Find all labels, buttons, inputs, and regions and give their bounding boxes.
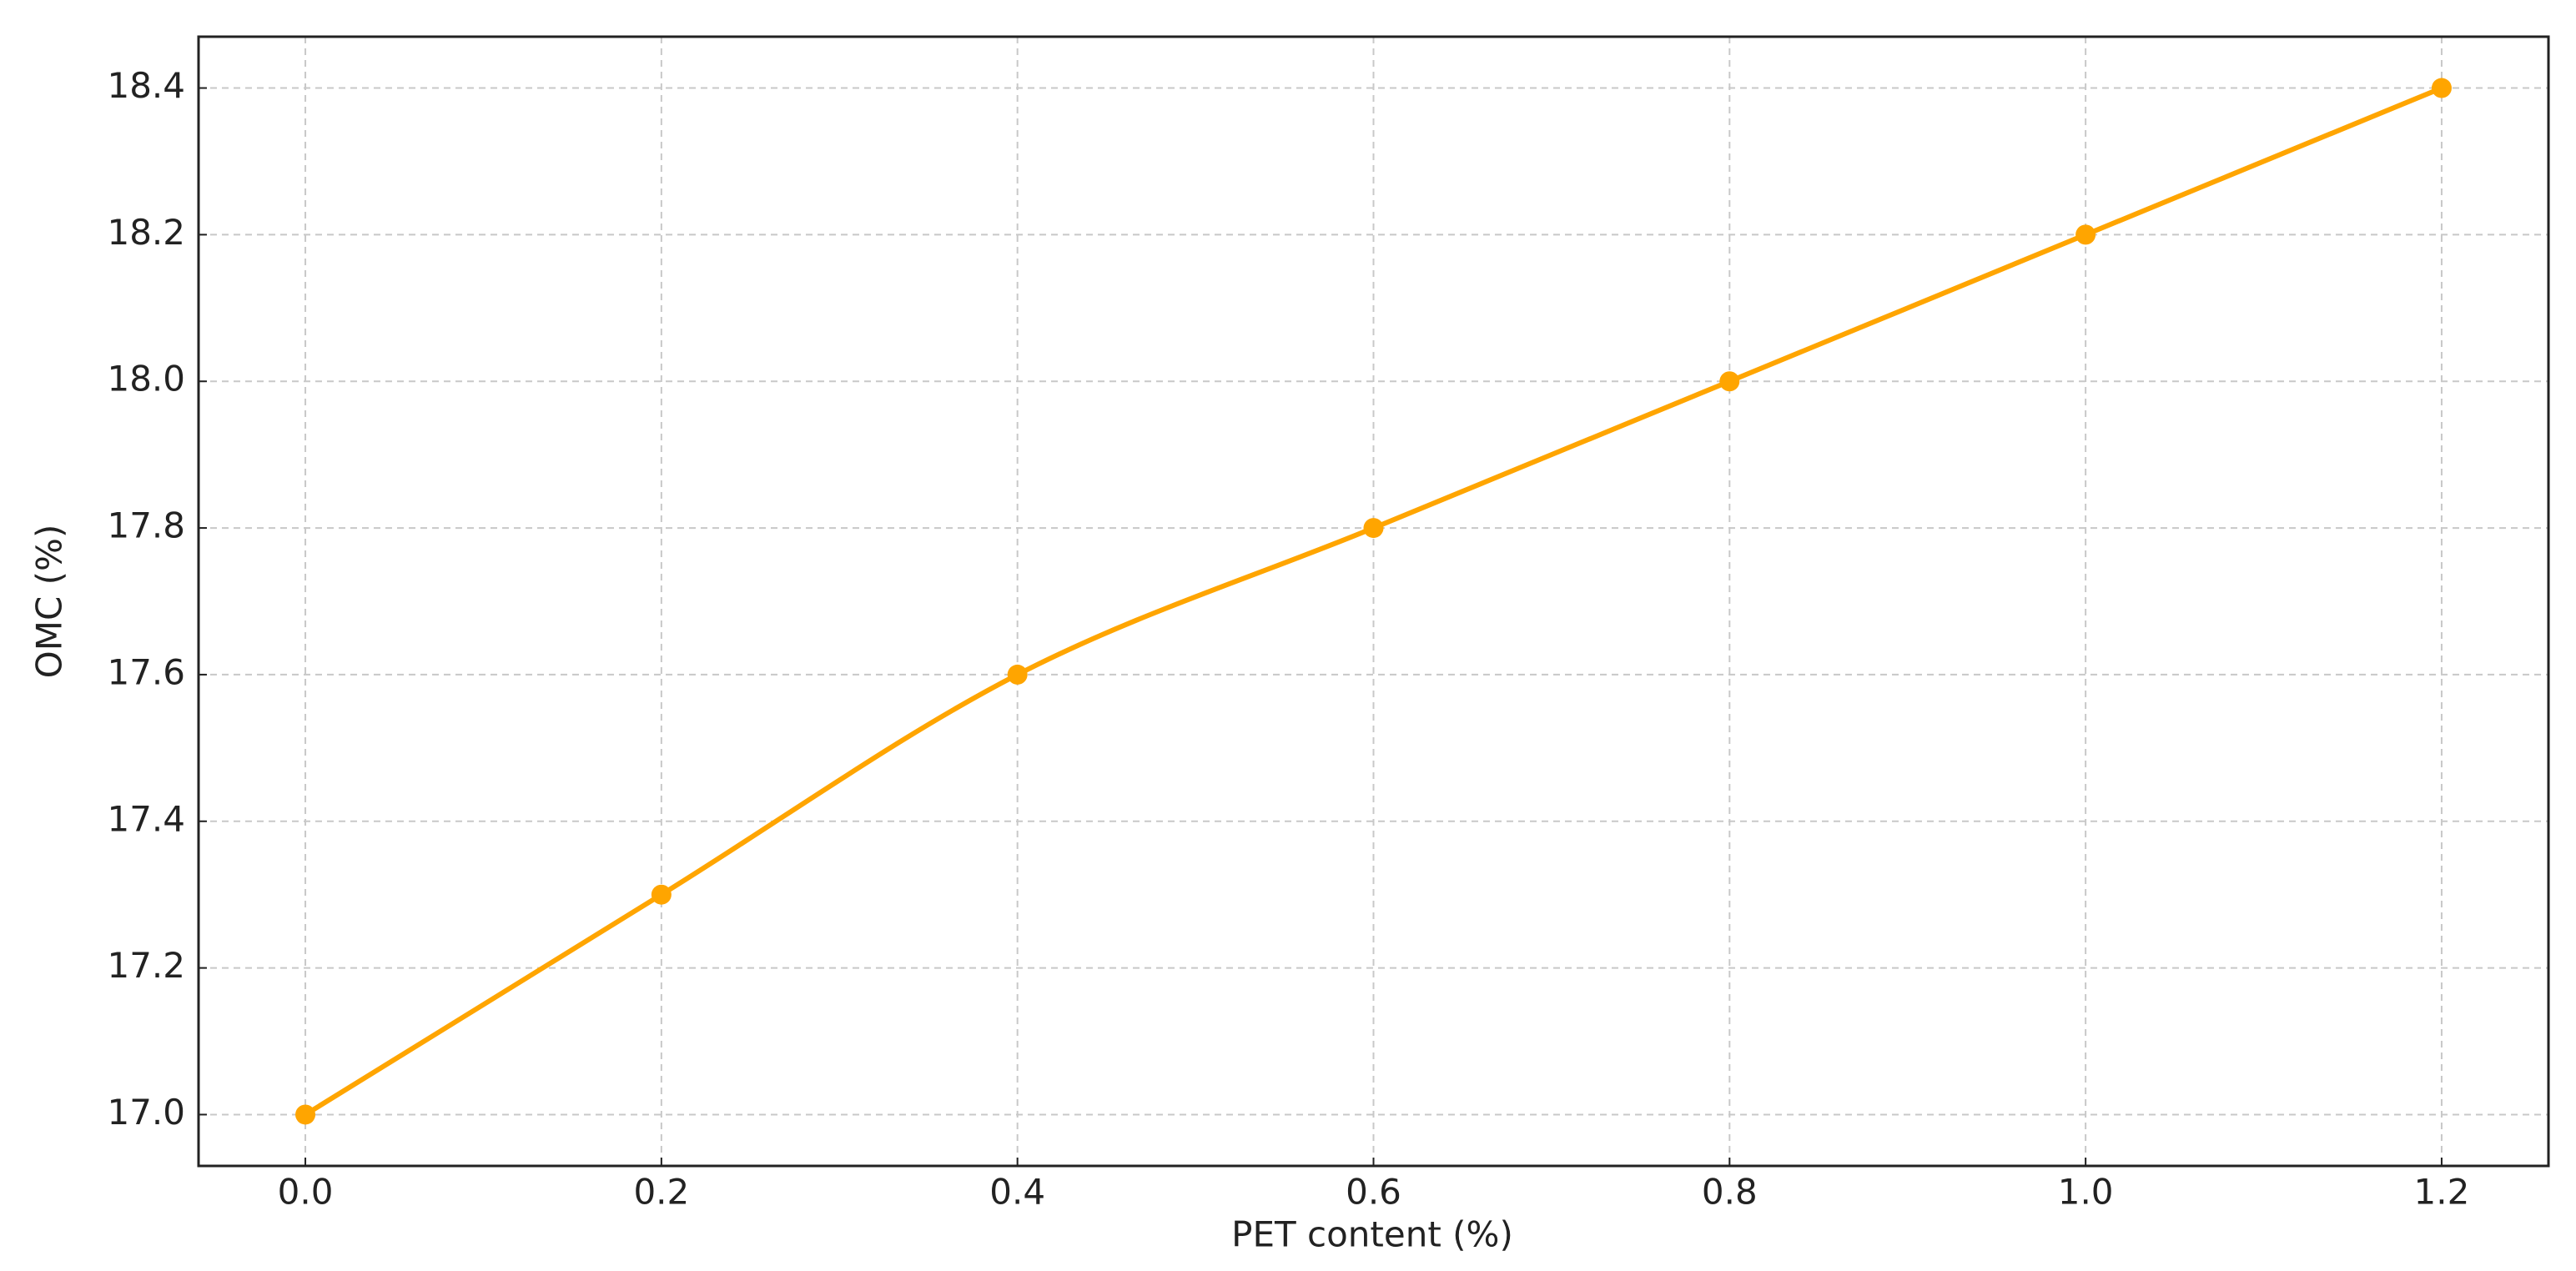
marker [1719,371,1740,392]
y-tick-label: 17.6 [107,651,185,692]
y-tick-label: 17.2 [107,945,185,986]
plot-frame [197,35,2550,1168]
x-tick-label: 1.2 [2414,1172,2470,1213]
x-tick-label: 0.4 [989,1172,1045,1213]
marker [1363,518,1384,539]
y-tick-label: 17.4 [107,798,185,839]
y-tick-label: 18.0 [107,359,185,399]
marker [295,1104,316,1125]
y-axis-label: OMC (%) [29,525,70,679]
y-tick-label: 18.2 [107,212,185,253]
marker [1007,664,1028,685]
y-tick-label: 17.8 [107,505,185,546]
marker [2075,224,2096,245]
x-tick-label: 1.0 [2058,1172,2114,1213]
x-tick-label: 0.2 [633,1172,689,1213]
x-tick-label: 0.0 [278,1172,334,1213]
y-tick-label: 18.4 [107,65,185,106]
x-axis-label: PET content (%) [1231,1214,1513,1255]
x-tick-label: 0.6 [1346,1172,1401,1213]
y-tick-label: 17.0 [107,1092,185,1133]
marker [651,884,672,905]
marker [2431,78,2452,98]
x-tick-label: 0.8 [1702,1172,1758,1213]
